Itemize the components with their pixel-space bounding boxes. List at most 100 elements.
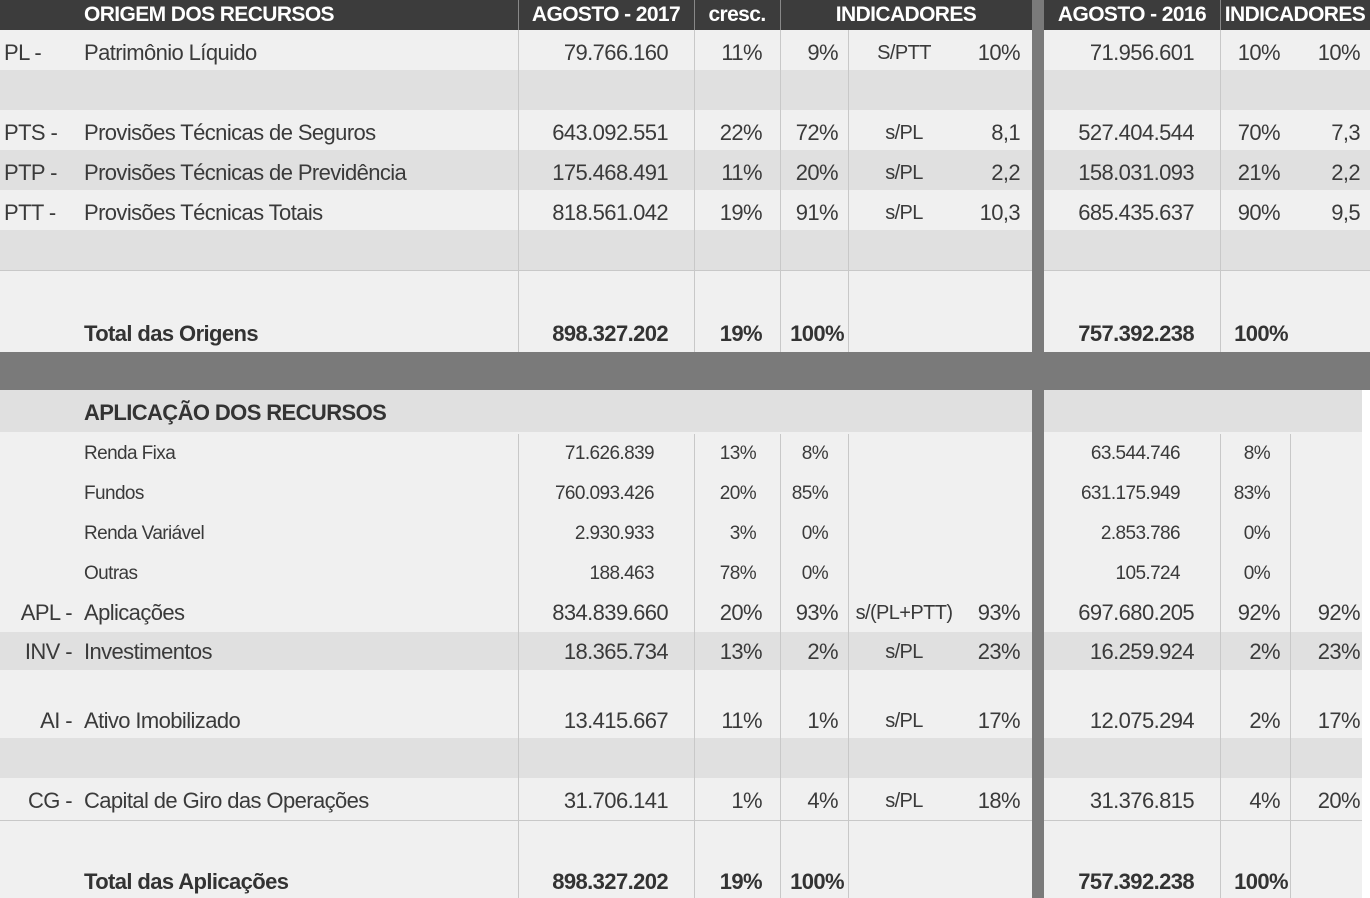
- row-pts-pct: 72%: [795, 120, 839, 145]
- row-bg: [0, 594, 1370, 632]
- row-pts-value-2017: 643.092.551: [552, 120, 668, 145]
- column-divider: [848, 434, 849, 898]
- aplicacao-title: APLICAÇÃO DOS RECURSOS: [84, 400, 387, 425]
- row-ptt-pct-2016: 90%: [1237, 200, 1281, 225]
- row-ai-indicator-value: 17%: [977, 708, 1021, 733]
- subrow-label: Renda Fixa: [84, 443, 176, 464]
- row-ptp-value-2016: 158.031.093: [1078, 160, 1194, 185]
- row-ai-label: Ativo Imobilizado: [84, 708, 241, 733]
- column-divider: [1290, 434, 1291, 898]
- column-divider: [1220, 0, 1221, 30]
- row-ptt-indicator-2016: 9,5: [1331, 200, 1360, 225]
- row-pts-pct-2016: 70%: [1237, 120, 1281, 145]
- row-bg: [0, 778, 1370, 820]
- row-cg-value-2017: 31.706.141: [563, 788, 669, 813]
- row-cg-code: CG -: [27, 788, 73, 813]
- total-origens-cresc: 19%: [719, 321, 763, 346]
- section-separator: [0, 352, 1370, 390]
- row-ptt-cresc: 19%: [719, 200, 763, 225]
- row-bg: [0, 150, 1370, 190]
- subrow-value-2016: 631.175.949: [1080, 483, 1181, 504]
- header-indicadores-2016: INDICADORES: [1224, 3, 1366, 26]
- subrow-bg: [0, 554, 1370, 594]
- subrow-cresc: 20%: [719, 483, 757, 504]
- row-pl-value-2016: 71.956.601: [1089, 40, 1195, 65]
- column-divider: [848, 30, 849, 352]
- row-ptp-code: PTP -: [4, 160, 57, 185]
- row-ai-indicator-2016: 17%: [1317, 708, 1361, 733]
- total-origens-pct: 100%: [790, 321, 844, 346]
- subrow-label: Renda Variável: [84, 523, 205, 544]
- row-ptt-code: PTT -: [4, 200, 56, 225]
- row-bg: [0, 30, 1370, 70]
- row-ptt-indicator-label: s/PL: [885, 201, 923, 224]
- row-ptt-pct: 91%: [795, 200, 839, 225]
- header-agosto-2016: AGOSTO - 2016: [1057, 3, 1207, 26]
- row-pts-indicator-2016: 7,3: [1331, 120, 1360, 145]
- subrow-label: Outras: [84, 563, 138, 584]
- spacer-row: [0, 670, 1370, 700]
- row-apl-label: Aplicações: [84, 600, 185, 625]
- row-bg: [0, 700, 1370, 738]
- row-inv-indicator-2016: 23%: [1317, 639, 1361, 664]
- row-apl-code: APL -: [20, 600, 73, 625]
- row-ptp-indicator-2016: 2,2: [1331, 160, 1360, 185]
- aplicacao-header-row: [0, 390, 1370, 432]
- subrow-pct-2016: 0%: [1243, 563, 1271, 584]
- row-bg: [0, 632, 1370, 670]
- total-aplicacoes-label: Total das Aplicações: [84, 869, 289, 894]
- row-pts-label: Provisões Técnicas de Seguros: [84, 120, 376, 145]
- spacer-row: [0, 230, 1370, 270]
- row-ptp-indicator-label: s/PL: [885, 161, 923, 184]
- subrow-pct-2016: 0%: [1243, 523, 1271, 544]
- column-divider: [518, 30, 519, 352]
- subrow-pct-2016: 8%: [1243, 443, 1271, 464]
- subrow-cresc: 13%: [719, 443, 757, 464]
- row-ptp-label: Provisões Técnicas de Previdência: [84, 160, 407, 185]
- total-aplicacoes-value-2017: 898.327.202: [552, 869, 668, 894]
- subrow-bg: [0, 474, 1370, 514]
- subrow-value-2016: 2.853.786: [1100, 523, 1181, 544]
- subrow-pct: 0%: [801, 523, 829, 544]
- row-ptp-pct-2016: 21%: [1237, 160, 1281, 185]
- row-apl-cresc: 20%: [719, 600, 763, 625]
- row-ptt-value-2016: 685.435.637: [1078, 200, 1194, 225]
- row-inv-pct: 2%: [807, 639, 838, 664]
- subrow-value-2017: 188.463: [589, 563, 655, 584]
- column-divider: [1220, 434, 1221, 898]
- row-apl-value-2016: 697.680.205: [1078, 600, 1194, 625]
- row-apl-indicator-label: s/(PL+PTT): [855, 601, 953, 624]
- row-inv-indicator-value: 23%: [977, 639, 1021, 664]
- subrow-value-2017: 71.626.839: [564, 443, 655, 464]
- column-divider: [780, 0, 781, 30]
- row-ptt-indicator-value: 10,3: [979, 200, 1021, 225]
- row-cg-label: Capital de Giro das Operações: [84, 788, 369, 813]
- column-divider: [694, 0, 695, 30]
- column-divider: [780, 434, 781, 898]
- row-inv-cresc: 13%: [719, 639, 763, 664]
- subrow-value-2017: 2.930.933: [574, 523, 655, 544]
- row-apl-indicator-value: 93%: [977, 600, 1021, 625]
- subrow-label: Fundos: [84, 483, 144, 504]
- row-ptt-value-2017: 818.561.042: [552, 200, 668, 225]
- subrow-cresc: 78%: [719, 563, 757, 584]
- row-cg-cresc: 1%: [731, 788, 762, 813]
- row-cg-value-2016: 31.376.815: [1089, 788, 1195, 813]
- row-inv-code: INV -: [24, 639, 73, 664]
- row-pl-pct-2016: 10%: [1237, 40, 1281, 65]
- total-aplicacoes-pct-2016: 100%: [1234, 869, 1288, 894]
- column-divider: [1220, 30, 1221, 352]
- total-origens-label: Total das Origens: [84, 321, 259, 346]
- total-origens-bg: [0, 270, 1370, 352]
- row-pl-label: Patrimônio Líquido: [84, 40, 257, 65]
- row-cg-pct-2016: 4%: [1249, 788, 1280, 813]
- row-pts-code: PTS -: [4, 120, 58, 145]
- subrow-bg: [0, 514, 1370, 554]
- row-ptp-indicator-value: 2,2: [991, 160, 1020, 185]
- column-divider: [694, 434, 695, 898]
- subrow-bg: [0, 434, 1370, 474]
- column-divider: [1032, 0, 1044, 898]
- total-origens-pct-2016: 100%: [1234, 321, 1288, 346]
- row-bg: [0, 190, 1370, 230]
